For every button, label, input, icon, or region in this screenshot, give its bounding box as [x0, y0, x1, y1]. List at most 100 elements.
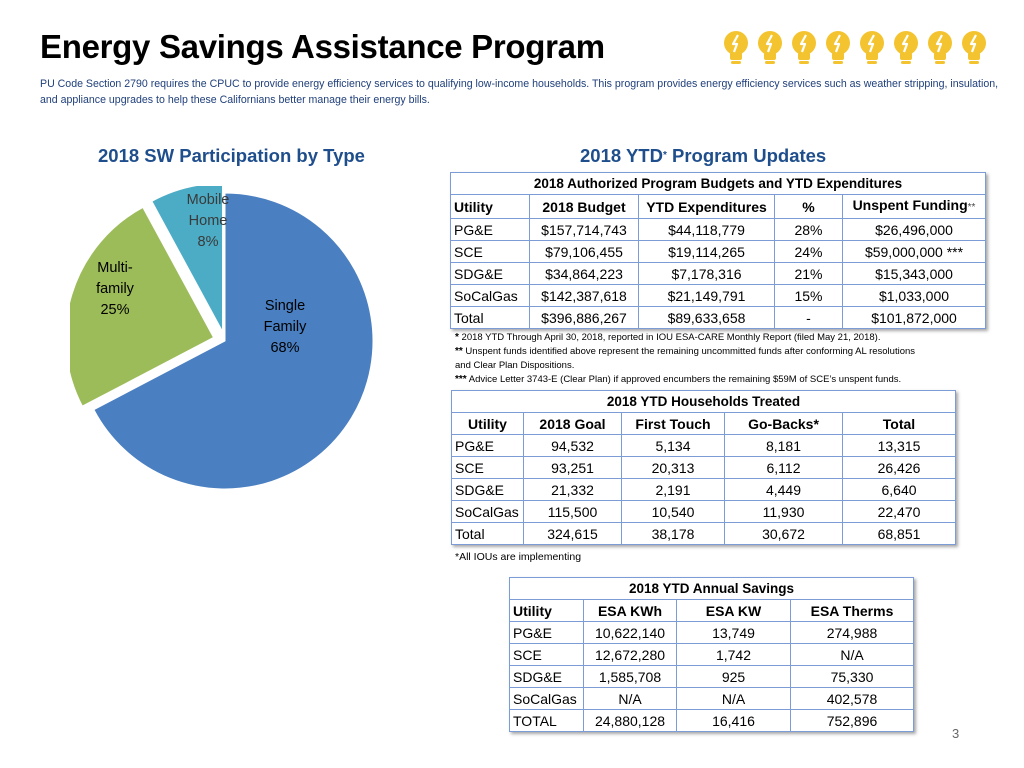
page-number: 3 — [952, 726, 960, 741]
pie-label-line: Mobile — [186, 192, 230, 208]
budget-cell: $44,118,779 — [638, 218, 775, 241]
households-cell: 30,672 — [724, 522, 843, 545]
households-cell: 26,426 — [841, 456, 957, 479]
budget-cell: $157,714,743 — [529, 218, 639, 241]
budget-col-percent: % — [774, 194, 843, 219]
footnote-mark: ** — [455, 346, 463, 357]
lightbulb-icon — [928, 31, 952, 64]
footnote-text: and Clear Plan Dispositions. — [455, 360, 575, 371]
households-cell: 2,191 — [621, 478, 725, 501]
budget-table: 2018 Authorized Program Budgets and YTD … — [449, 172, 987, 329]
page-subtitle: PU Code Section 2790 requires the CPUC t… — [40, 78, 999, 106]
savings-cell: 10,622,140 — [583, 621, 677, 644]
pie-label-line: Multi- — [97, 260, 133, 276]
budget-cell: SDG&E — [450, 262, 530, 285]
budget-cell: $142,387,618 — [529, 284, 639, 307]
savings-cell: 1,585,708 — [583, 665, 677, 688]
savings-cell: 16,416 — [676, 709, 791, 732]
lightbulb-icon — [724, 31, 748, 64]
participation-pie-chart — [70, 186, 374, 490]
households-table-caption: 2018 YTD Households Treated — [450, 390, 957, 413]
savings-cell: SDG&E — [509, 665, 584, 688]
savings-cell: 402,578 — [790, 687, 914, 710]
savings-cell: 24,880,128 — [583, 709, 677, 732]
budget-cell: SCE — [450, 240, 530, 263]
table-row: SDG&E 1,585,708 925 75,330 — [509, 665, 914, 688]
table-row: PG&E 94,532 5,134 8,181 13,315 — [451, 434, 957, 457]
savings-cell: TOTAL — [509, 709, 584, 732]
pie-slice-multi-family — [70, 206, 215, 407]
households-note: *All IOUs are implementing — [455, 551, 582, 563]
households-cell: 38,178 — [621, 522, 725, 545]
households-cell: SoCalGas — [451, 500, 524, 523]
table-row: SDG&E 21,332 2,191 4,449 6,640 — [451, 478, 957, 501]
budget-table-caption: 2018 Authorized Program Budgets and YTD … — [449, 172, 987, 195]
households-cell: SCE — [451, 456, 524, 479]
budget-cell: $79,106,455 — [529, 240, 639, 263]
households-cell: 20,313 — [621, 456, 725, 479]
pie-label-value: 8% — [197, 234, 219, 250]
savings-cell: 274,988 — [790, 621, 914, 644]
footnote: * 2018 YTD Through April 30, 2018, repor… — [455, 331, 990, 345]
budget-footnotes: * 2018 YTD Through April 30, 2018, repor… — [455, 331, 990, 387]
table-row: SoCalGas 115,500 10,540 11,930 22,470 — [451, 500, 957, 523]
footnote-text: Advice Letter 3743-E (Clear Plan) if app… — [466, 374, 902, 385]
updates-heading-star: * — [662, 150, 667, 161]
pie-label-line: Family — [263, 319, 307, 335]
households-table: 2018 YTD Households Treated Utility 2018… — [450, 390, 957, 545]
budget-col-budget: 2018 Budget — [529, 194, 639, 219]
lightbulb-icon — [826, 31, 850, 64]
savings-cell: 925 — [676, 665, 791, 688]
lightbulb-icon — [792, 31, 816, 64]
budget-cell: SoCalGas — [450, 284, 530, 307]
households-cell: 4,449 — [724, 478, 843, 501]
budget-col-ytd: YTD Expenditures — [638, 194, 775, 219]
table-row: SCE $79,106,455 $19,114,265 24% $59,000,000 … — [450, 240, 987, 263]
budget-cell: $1,033,000 — [841, 284, 987, 307]
table-row: Total $396,886,267 $89,633,658- $101,872,00… — [450, 306, 987, 329]
households-cell: Total — [451, 522, 524, 545]
savings-cell: PG&E — [509, 621, 584, 644]
lightbulb-icon — [758, 31, 782, 64]
savings-cell: N/A — [583, 687, 677, 710]
households-cell: 6,640 — [841, 478, 957, 501]
budget-cell: $34,864,223 — [529, 262, 639, 285]
households-cell: 68,851 — [841, 522, 957, 545]
budget-cell: $89,633,658 — [638, 306, 775, 329]
pie-label-single-family: Single Family 68% — [250, 296, 320, 359]
budget-cell: $26,496,000 — [841, 218, 987, 241]
savings-cell: 13,749 — [676, 621, 791, 644]
savings-cell: SCE — [509, 643, 584, 666]
savings-cell: N/A — [790, 643, 914, 666]
households-cell: 11,930 — [724, 500, 843, 523]
table-row: PG&E 10,622,140 13,749 274,988 — [509, 621, 914, 644]
table-row: PG&E $157,714,743 $44,118,779 28% $26,496,00… — [450, 218, 987, 241]
households-cell: 5,134 — [621, 434, 725, 457]
budget-cell: $7,178,316 — [638, 262, 775, 285]
budget-col-unspent: Unspent Funding** — [841, 194, 987, 219]
households-cell: 22,470 — [841, 500, 957, 523]
budget-cell: PG&E — [450, 218, 530, 241]
footnote: *** Advice Letter 3743-E (Clear Plan) if… — [455, 373, 990, 387]
savings-col-therms: ESA Therms — [790, 599, 914, 622]
footnote-text: 2018 YTD Through April 30, 2018, reporte… — [458, 332, 881, 343]
households-cell: 10,540 — [621, 500, 725, 523]
table-row: SoCalGas N/A N/A 402,578 — [509, 687, 914, 710]
savings-col-kw: ESA KW — [676, 599, 791, 622]
pie-label-line: Single — [264, 298, 306, 314]
households-col-utility: Utility — [451, 412, 524, 435]
households-cell: 21,332 — [523, 478, 622, 501]
budget-cell: $59,000,000 *** — [841, 240, 987, 263]
savings-cell: 12,672,280 — [583, 643, 677, 666]
savings-cell: N/A — [676, 687, 791, 710]
budget-col-unspent-label: Unspent Funding — [852, 197, 968, 213]
updates-heading-text: 2018 YTD — [580, 145, 663, 166]
households-col-go-backs: Go-Backs* — [724, 412, 843, 435]
pie-slice-single-family — [93, 192, 374, 490]
footnote: and Clear Plan Dispositions. — [455, 359, 990, 373]
budget-cell: $19,114,265 — [638, 240, 775, 263]
households-col-total: Total — [841, 412, 957, 435]
savings-cell: 752,896 — [790, 709, 914, 732]
households-cell: 324,615 — [523, 522, 622, 545]
budget-cell: $101,872,000 — [841, 306, 987, 329]
